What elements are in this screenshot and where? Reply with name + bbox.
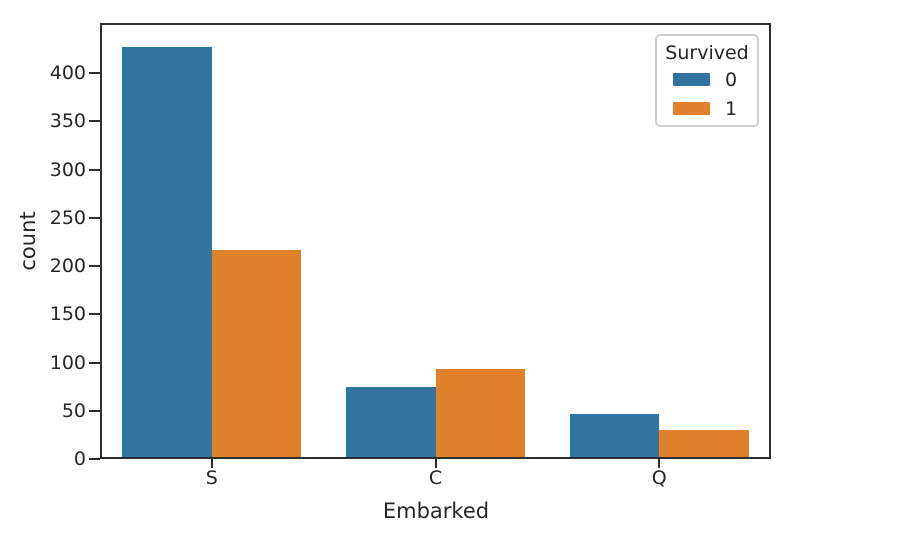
- y-tick-mark-150: [89, 313, 100, 316]
- bar-Q-survived-0: [569, 413, 660, 459]
- y-tick-mark-100: [89, 361, 100, 364]
- y-tick-label-350: 350: [49, 110, 86, 133]
- y-tick-mark-300: [89, 168, 100, 171]
- x-axis-label: Embarked: [382, 499, 490, 523]
- x-tick-mark-S: [210, 459, 213, 468]
- y-tick-mark-50: [89, 409, 100, 412]
- y-tick-label-100: 100: [49, 351, 86, 374]
- legend-title: Survived: [665, 42, 749, 64]
- bar-C-survived-1: [435, 369, 525, 459]
- x-tick-label-S: S: [205, 467, 218, 489]
- x-tick-mark-Q: [658, 459, 661, 468]
- legend-entry-label-0: 0: [725, 68, 738, 91]
- y-tick-label-150: 150: [49, 303, 86, 326]
- y-tick-label-250: 250: [49, 206, 86, 229]
- y-tick-mark-200: [89, 265, 100, 268]
- bar-S-survived-0: [122, 47, 212, 459]
- x-tick-label-Q: Q: [651, 467, 667, 489]
- legend-swatch-1: [673, 102, 710, 115]
- bar-Q-survived-1: [659, 430, 749, 459]
- y-tick-label-400: 400: [49, 62, 86, 85]
- x-tick-mark-C: [434, 459, 437, 468]
- legend-entry-0: 0: [657, 65, 757, 94]
- y-tick-label-50: 50: [61, 399, 86, 422]
- bar-S-survived-1: [211, 249, 302, 459]
- y-tick-mark-0: [89, 458, 100, 460]
- y-tick-mark-350: [89, 120, 100, 123]
- y-tick-mark-250: [89, 216, 100, 219]
- legend-entry-label-1: 1: [725, 97, 738, 120]
- y-tick-label-0: 0: [73, 448, 86, 470]
- y-tick-label-200: 200: [49, 255, 86, 278]
- legend-entry-1: 1: [657, 94, 757, 123]
- y-tick-mark-400: [89, 72, 100, 75]
- legend-swatch-0: [673, 73, 710, 86]
- x-tick-label-C: C: [428, 467, 443, 489]
- y-tick-label-300: 300: [49, 158, 86, 181]
- bar-C-survived-0: [346, 386, 436, 459]
